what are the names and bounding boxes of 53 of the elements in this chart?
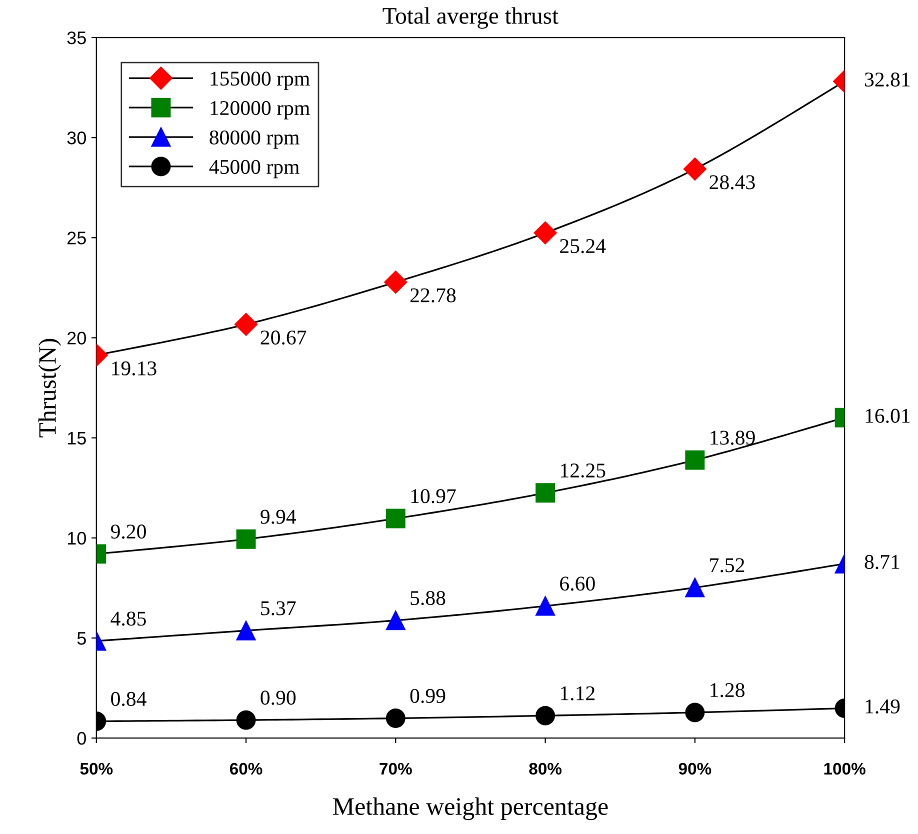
data-label: 20.67 [260, 330, 306, 345]
x-tick-label: 90% [678, 762, 712, 775]
data-label: 10.97 [411, 489, 456, 504]
data-label: 22.78 [410, 288, 456, 302]
y-tick-label: 10 [68, 532, 86, 545]
y-tick-label: 5 [77, 632, 86, 645]
y-tick-label: 25 [67, 232, 86, 244]
data-label: 5.88 [410, 590, 446, 606]
data-label: 12.25 [561, 464, 606, 478]
x-tick-label: 50% [80, 762, 113, 775]
x-tick-label: 80% [529, 762, 562, 775]
point [536, 596, 556, 616]
data-label: 9.20 [110, 524, 146, 539]
point [386, 508, 406, 528]
data-label: 0.99 [410, 688, 446, 704]
y-tick-label: 15 [68, 432, 86, 445]
legend-label: 45000 rpm [209, 160, 300, 178]
data-label: 1.49 [866, 699, 900, 714]
legend-label: 80000 rpm [210, 130, 300, 149]
data-label: 28.43 [710, 175, 755, 190]
y-tick-label: 30 [67, 132, 86, 144]
data-label: 0.90 [260, 690, 296, 705]
data-label: 16.01 [866, 408, 910, 423]
y-tick-label: 35 [67, 31, 86, 44]
data-label: 8.71 [864, 554, 900, 570]
chart-title: Total averge thrust [382, 7, 558, 29]
data-label: 1.12 [561, 686, 594, 700]
y-axis-title: Thrust(N) [38, 338, 62, 438]
point [534, 221, 557, 244]
data-label: 4.85 [110, 612, 146, 626]
point [536, 706, 556, 726]
y-tick-label: 20 [67, 332, 86, 344]
x-axis-title: Methane weight percentage [333, 797, 608, 820]
x-tick-label: 100% [824, 762, 866, 775]
y-tick-label: 0 [77, 732, 86, 745]
x-tick-label: 70% [380, 762, 412, 775]
legend-label: 155000 rpm [210, 72, 310, 90]
data-label: 1.28 [710, 683, 744, 698]
x-tick-label: 60% [230, 762, 262, 775]
data-label: 7.52 [710, 558, 744, 572]
point [536, 483, 556, 503]
point [384, 270, 408, 294]
data-label: 9.94 [260, 510, 296, 524]
point [386, 610, 406, 630]
point [386, 708, 406, 728]
data-label: 25.24 [560, 239, 606, 254]
data-label: 19.13 [112, 361, 156, 376]
legend-label: 120000 rpm [210, 101, 310, 120]
data-label: 13.89 [710, 430, 755, 445]
data-label: 6.60 [560, 576, 595, 591]
data-label: 5.37 [261, 601, 296, 616]
data-label: 32.81 [865, 72, 910, 87]
data-label: 0.84 [111, 692, 146, 706]
